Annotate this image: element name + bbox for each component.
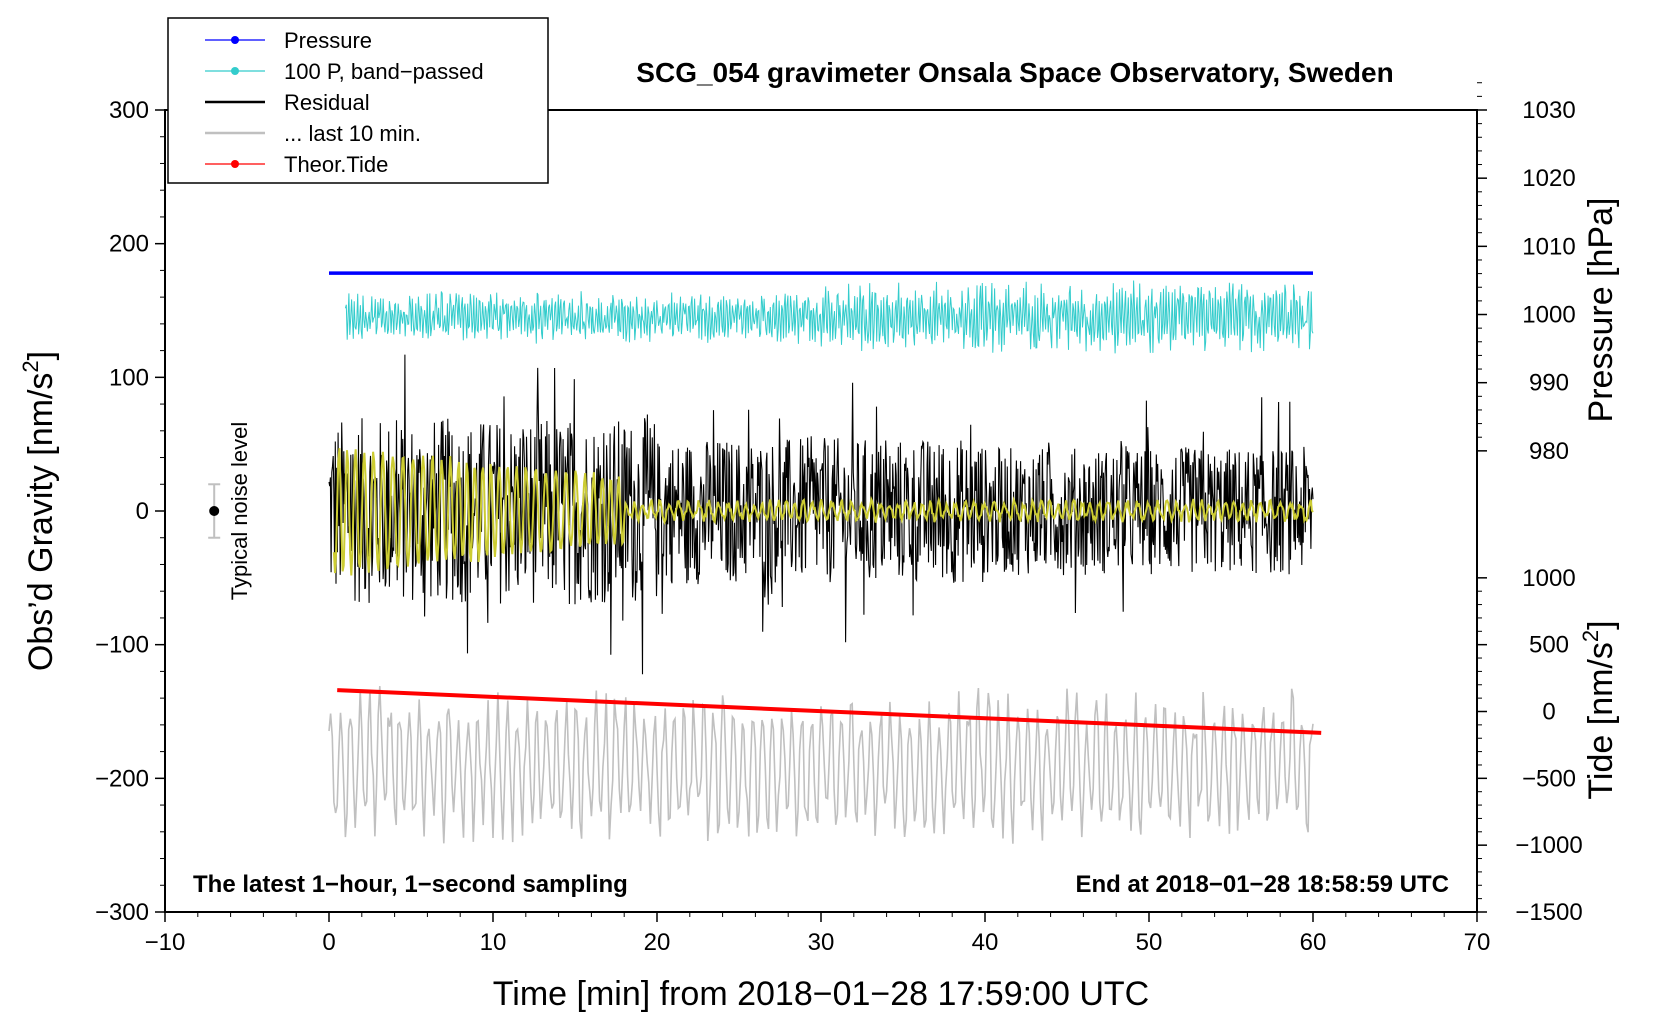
noise-level-indicator: Typical noise level (208, 422, 252, 601)
y-left-tick-label: −300 (95, 899, 149, 926)
x-tick-label: 60 (1300, 929, 1327, 956)
legend-label: Residual (284, 90, 370, 115)
y-pressure-tick-label: 1010 (1522, 233, 1575, 260)
x-tick-label: 0 (322, 929, 335, 956)
annotation-left: The latest 1−hour, 1−second sampling (193, 871, 628, 898)
y-tide-tick-label: 1000 (1522, 565, 1575, 592)
y-axis-left-title-sup: 2 (18, 360, 43, 372)
y-tide-tick-label: 0 (1542, 699, 1555, 726)
x-tick-label: 50 (1136, 929, 1163, 956)
legend-marker (231, 36, 239, 44)
y-tide-tick-label: 500 (1529, 632, 1569, 659)
x-tick-label: 30 (808, 929, 835, 956)
chart-title: SCG_054 gravimeter Onsala Space Observat… (636, 57, 1393, 88)
residual-line (328, 354, 1314, 675)
y-left-tick-label: −200 (95, 765, 149, 792)
y-axis-pressure-title: Pressure [hPa] (1582, 198, 1620, 423)
y-tide-tick-label: −1500 (1515, 899, 1582, 926)
y-tide-tick-label: −1000 (1515, 832, 1582, 859)
x-tick-label: 70 (1464, 929, 1491, 956)
y-pressure-tick-label: 1020 (1522, 165, 1575, 192)
y-axis-tide-title-close: ] (1582, 620, 1620, 629)
bandpassed-pressure-line (344, 280, 1314, 354)
x-axis-title: Time [min] from 2018−01−28 17:59:00 UTC (493, 975, 1149, 1013)
y-axis-tide-title-sup: 2 (1578, 630, 1603, 642)
theoretical-tide-line (337, 688, 1322, 735)
series-layer (328, 271, 1322, 844)
y-pressure-tick-label: 1000 (1522, 302, 1575, 329)
legend-marker (231, 160, 239, 168)
legend-label: 100 P, band−passed (284, 59, 484, 84)
x-tick-label: 40 (972, 929, 999, 956)
legend-label: Pressure (284, 28, 372, 53)
y-axis-tide-title-text: Tide [nm/s (1582, 642, 1620, 799)
legend-box (167, 17, 549, 184)
y-left-tick-label: 0 (136, 498, 149, 525)
y-left-tick-label: −100 (95, 632, 149, 659)
y-axis-left-title-text: Obs’d Gravity [nm/s (22, 373, 60, 672)
y-pressure-tick-label: 1030 (1522, 97, 1575, 124)
x-tick-label: 20 (644, 929, 671, 956)
noise-level-label: Typical noise level (227, 422, 252, 601)
y-tide-tick-label: −500 (1522, 765, 1576, 792)
y-axis-tide-title: Tide [nm/s2] (1578, 620, 1620, 799)
y-pressure-tick-label: 980 (1529, 438, 1569, 465)
ticks-layer: −10 0 10 20 30 40 50 60 703002001000−100−200−300… (95, 82, 1583, 956)
annotation-right: End at 2018−01−28 18:58:59 UTC (1075, 871, 1449, 898)
x-tick-label: −10 (145, 929, 186, 956)
y-pressure-tick-label: 990 (1529, 370, 1569, 397)
legend-label: ... last 10 min. (284, 121, 421, 146)
legend: Pressure 100 P, band−passed Residual ... la… (167, 17, 549, 184)
y-axis-left-title-close: ] (22, 351, 60, 360)
residual-smoothed-line (332, 448, 1314, 576)
y-left-tick-label: 300 (109, 97, 149, 124)
legend-items: Pressure 100 P, band−passed Residual ... la… (205, 28, 484, 177)
x-tick-label: 10 (480, 929, 507, 956)
y-axis-left-title: Obs’d Gravity [nm/s2] (18, 351, 60, 671)
legend-marker (231, 67, 239, 75)
legend-label: Theor.Tide (284, 152, 388, 177)
y-left-tick-label: 200 (109, 231, 149, 258)
noise-level-dot (209, 506, 220, 516)
last-10-min-line (328, 686, 1314, 844)
y-left-tick-label: 100 (109, 364, 149, 391)
